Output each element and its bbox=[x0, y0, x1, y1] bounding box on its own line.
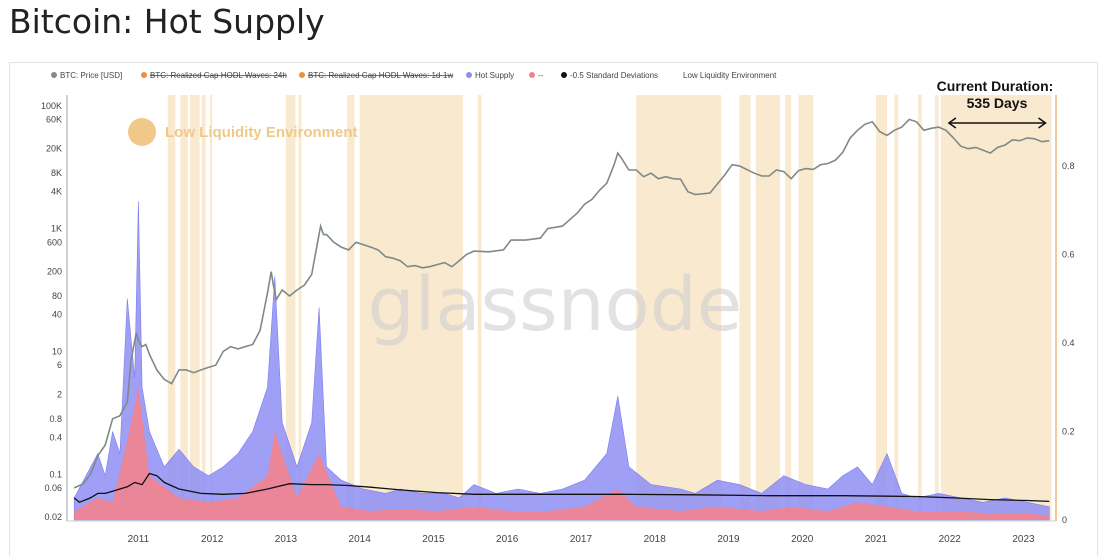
low-liquidity-band bbox=[167, 95, 176, 520]
low-liquidity-band bbox=[201, 95, 206, 520]
x-tick-label: 2020 bbox=[791, 534, 814, 545]
left-tick-label: 6 bbox=[57, 360, 62, 370]
low-liquidity-band bbox=[785, 95, 792, 520]
x-tick-label: 2014 bbox=[349, 534, 372, 545]
left-tick-label: 8K bbox=[51, 168, 62, 178]
legend-entry: BTC: Price [USD] bbox=[60, 71, 122, 80]
lle-marker bbox=[128, 118, 156, 146]
right-tick-label: 0.4 bbox=[1062, 338, 1075, 348]
left-tick-label: 10 bbox=[52, 346, 62, 356]
right-tick-label: 0 bbox=[1062, 515, 1067, 525]
left-tick-label: 0.1 bbox=[49, 469, 62, 479]
x-tick-label: 2017 bbox=[570, 534, 593, 545]
low-liquidity-band bbox=[894, 95, 899, 520]
current-duration-title: Current Duration: bbox=[937, 78, 1054, 94]
x-tick-label: 2022 bbox=[939, 534, 962, 545]
legend: BTC: Price [USD] BTC: Realized Cap HODL W… bbox=[51, 71, 777, 80]
low-liquidity-bands bbox=[167, 95, 1052, 520]
legend-entry: Hot Supply bbox=[475, 71, 514, 80]
supply-areas bbox=[73, 201, 1050, 521]
page-title: Bitcoin: Hot Supply bbox=[9, 2, 325, 41]
axes: 100K 60K 20K 8K 4K 1K 600 200 80 40 10 6 2 0.8 0.4 0.1 0… bbox=[41, 95, 1075, 545]
price-line bbox=[73, 118, 1050, 489]
left-tick-label: 0.4 bbox=[49, 432, 62, 442]
left-tick-label: 80 bbox=[52, 291, 62, 301]
legend-marker bbox=[529, 72, 535, 78]
dash-series-area bbox=[74, 387, 1050, 520]
low-liquidity-band bbox=[918, 95, 922, 520]
legend-entry: -0.5 Standard Deviations bbox=[570, 71, 658, 80]
left-tick-label: 600 bbox=[47, 237, 62, 247]
low-liquidity-band bbox=[934, 95, 939, 520]
legend-marker bbox=[561, 72, 567, 78]
low-liquidity-band bbox=[798, 95, 814, 520]
legend-marker bbox=[141, 72, 147, 78]
low-liquidity-band bbox=[636, 95, 722, 520]
left-tick-label: 100K bbox=[41, 101, 62, 111]
low-liquidity-band bbox=[359, 95, 463, 520]
low-liquidity-band bbox=[209, 95, 213, 520]
chart-frame bbox=[9, 62, 1098, 556]
x-tick-label: 2023 bbox=[1012, 534, 1035, 545]
right-tick-label: 0.8 bbox=[1062, 161, 1075, 171]
right-tick-label: 0.2 bbox=[1062, 426, 1075, 436]
low-liquidity-band bbox=[347, 95, 355, 520]
legend-entry: BTC: Realized Cap HODL Waves: 24h bbox=[150, 71, 287, 80]
legend-entry: BTC: Realized Cap HODL Waves: 1d-1w bbox=[308, 71, 453, 80]
annotations: Low Liquidity Environment Current Duratio… bbox=[128, 78, 1053, 146]
duration-arrow-right-head bbox=[1038, 117, 1047, 129]
low-liquidity-band bbox=[190, 95, 200, 520]
x-tick-label: 2011 bbox=[128, 534, 150, 545]
legend-entry: Low Liquidity Environment bbox=[683, 71, 777, 80]
low-liquidity-band bbox=[180, 95, 188, 520]
hot-supply-area bbox=[73, 201, 1050, 521]
std-dev-line bbox=[73, 472, 1050, 504]
left-tick-label: 0.8 bbox=[49, 414, 62, 424]
low-liquidity-band bbox=[755, 95, 781, 520]
left-tick-label: 0.02 bbox=[44, 512, 62, 522]
x-tick-label: 2012 bbox=[201, 534, 224, 545]
x-tick-label: 2016 bbox=[496, 534, 519, 545]
left-tick-label: 20K bbox=[46, 144, 62, 154]
left-tick-label: 200 bbox=[47, 267, 62, 277]
lle-label: Low Liquidity Environment bbox=[165, 124, 358, 141]
x-tick-label: 2013 bbox=[275, 534, 298, 545]
low-liquidity-band bbox=[298, 95, 302, 520]
series-lines bbox=[73, 118, 1050, 504]
legend-marker bbox=[299, 72, 305, 78]
low-liquidity-band bbox=[477, 95, 482, 520]
left-tick-label: 2 bbox=[57, 389, 62, 399]
left-tick-label: 40 bbox=[52, 309, 62, 319]
legend-marker bbox=[466, 72, 472, 78]
left-tick-label: 1K bbox=[51, 224, 62, 234]
left-tick-label: 0.06 bbox=[44, 483, 62, 493]
low-liquidity-band bbox=[875, 95, 888, 520]
x-tick-label: 2015 bbox=[422, 534, 445, 545]
low-liquidity-band bbox=[739, 95, 751, 520]
x-tick-label: 2018 bbox=[644, 534, 667, 545]
current-duration-days: 535 Days bbox=[967, 95, 1028, 111]
legend-entry: -- bbox=[538, 71, 544, 80]
x-tick-label: 2021 bbox=[865, 534, 888, 545]
watermark: glassnode bbox=[368, 262, 743, 348]
x-tick-label: 2019 bbox=[717, 534, 740, 545]
duration-arrow-left-head bbox=[947, 117, 957, 129]
low-liquidity-band bbox=[940, 95, 1052, 520]
left-tick-label: 4K bbox=[51, 187, 62, 197]
legend-marker bbox=[51, 72, 57, 78]
left-tick-label: 60K bbox=[46, 114, 62, 124]
right-tick-label: 0.6 bbox=[1062, 249, 1075, 259]
low-liquidity-band bbox=[285, 95, 296, 520]
